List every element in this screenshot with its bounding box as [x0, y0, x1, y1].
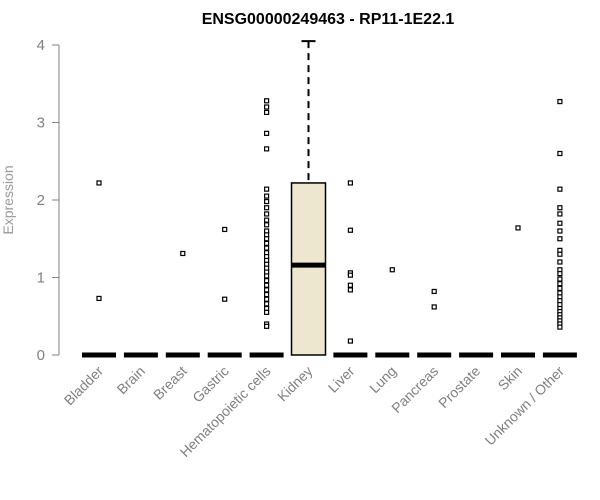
outlier-point — [557, 271, 563, 277]
outlier-point — [557, 276, 563, 282]
outlier-point — [264, 186, 270, 192]
outlier-point — [557, 251, 563, 257]
outlier-point — [557, 228, 563, 234]
outlier-point — [264, 130, 270, 136]
outlier-point — [557, 98, 563, 105]
outlier-point — [264, 211, 270, 217]
box-hematopoietic-cells — [249, 98, 284, 358]
outlier-point — [264, 309, 270, 315]
outlier-point — [264, 287, 270, 293]
outlier-point — [557, 259, 563, 265]
outlier-point — [557, 285, 563, 291]
x-tick-label: Pancreas — [388, 363, 441, 416]
outlier-point — [96, 180, 102, 186]
outlier-point — [264, 217, 270, 223]
outlier-point — [264, 104, 270, 110]
outlier-point — [264, 301, 270, 307]
outlier-point — [347, 338, 353, 344]
outlier-point — [264, 109, 270, 116]
outlier-point — [557, 205, 563, 211]
outlier-point — [264, 245, 270, 251]
outlier-point — [222, 296, 228, 302]
outlier-point — [515, 225, 521, 231]
outlier-point — [264, 222, 270, 228]
outlier-point — [347, 227, 353, 233]
outlier-point — [264, 323, 270, 329]
outlier-point — [264, 291, 270, 298]
box-iqr — [290, 182, 327, 356]
outlier-point — [557, 150, 563, 157]
box-liver — [333, 180, 368, 358]
box-pancreas — [417, 288, 452, 358]
y-axis-label: Expression — [0, 165, 16, 234]
outlier-point — [431, 288, 437, 295]
x-tick-label: Unknown / Other — [481, 363, 567, 449]
outlier-point — [264, 236, 270, 242]
x-tick-label: Lung — [366, 363, 399, 396]
x-tick-label: Breast — [150, 363, 190, 403]
outlier-point — [347, 180, 353, 186]
outlier-point — [557, 186, 563, 192]
box-kidney — [290, 40, 327, 356]
outlier-point — [557, 324, 563, 330]
outlier-point — [264, 282, 270, 288]
outlier-point — [431, 304, 437, 310]
outlier-point — [180, 250, 186, 257]
x-tick-label: Skin — [495, 363, 526, 394]
outlier-point — [347, 287, 353, 293]
outlier-point — [264, 193, 270, 199]
box-series — [82, 40, 577, 358]
x-tick-label: Bladder — [61, 363, 107, 409]
outlier-point — [264, 205, 270, 211]
y-tick-label: 1 — [37, 270, 45, 287]
box-bladder — [82, 180, 116, 358]
outlier-point — [557, 220, 563, 226]
outlier-point — [389, 267, 395, 273]
outlier-point — [264, 98, 270, 104]
box-skin — [501, 225, 535, 358]
outlier-point — [557, 211, 563, 217]
outlier-point — [264, 146, 270, 152]
x-tick-label: Prostate — [435, 363, 483, 411]
y-tick-label: 3 — [37, 115, 45, 132]
box-unknown-other — [542, 98, 577, 358]
outlier-point — [557, 236, 563, 242]
outlier-point — [557, 281, 563, 287]
outlier-point — [264, 278, 270, 284]
chart-title: ENSG00000249463 - RP11-1E22.1 — [202, 11, 455, 28]
y-tick-label: 0 — [37, 347, 45, 364]
outlier-point — [347, 282, 353, 288]
box-gastric — [207, 226, 242, 358]
box-lung — [375, 267, 410, 358]
outlier-point — [222, 226, 228, 233]
outlier-point — [264, 273, 270, 279]
outlier-point — [264, 198, 270, 205]
outlier-point — [96, 295, 102, 302]
outlier-point — [347, 272, 353, 278]
x-tick-label: Kidney — [274, 363, 316, 405]
x-tick-label: Liver — [325, 363, 358, 396]
y-tick-label: 2 — [37, 192, 45, 209]
outlier-point — [264, 296, 270, 302]
y-tick-label: 4 — [37, 37, 45, 54]
box-breast — [165, 250, 200, 358]
outlier-point — [264, 240, 270, 246]
x-tick-label: Brain — [114, 363, 148, 397]
y-axis: 0 1 2 3 4 — [37, 37, 60, 364]
